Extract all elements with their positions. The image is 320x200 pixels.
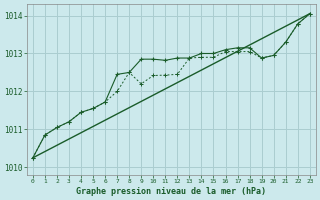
X-axis label: Graphe pression niveau de la mer (hPa): Graphe pression niveau de la mer (hPa)	[76, 187, 266, 196]
